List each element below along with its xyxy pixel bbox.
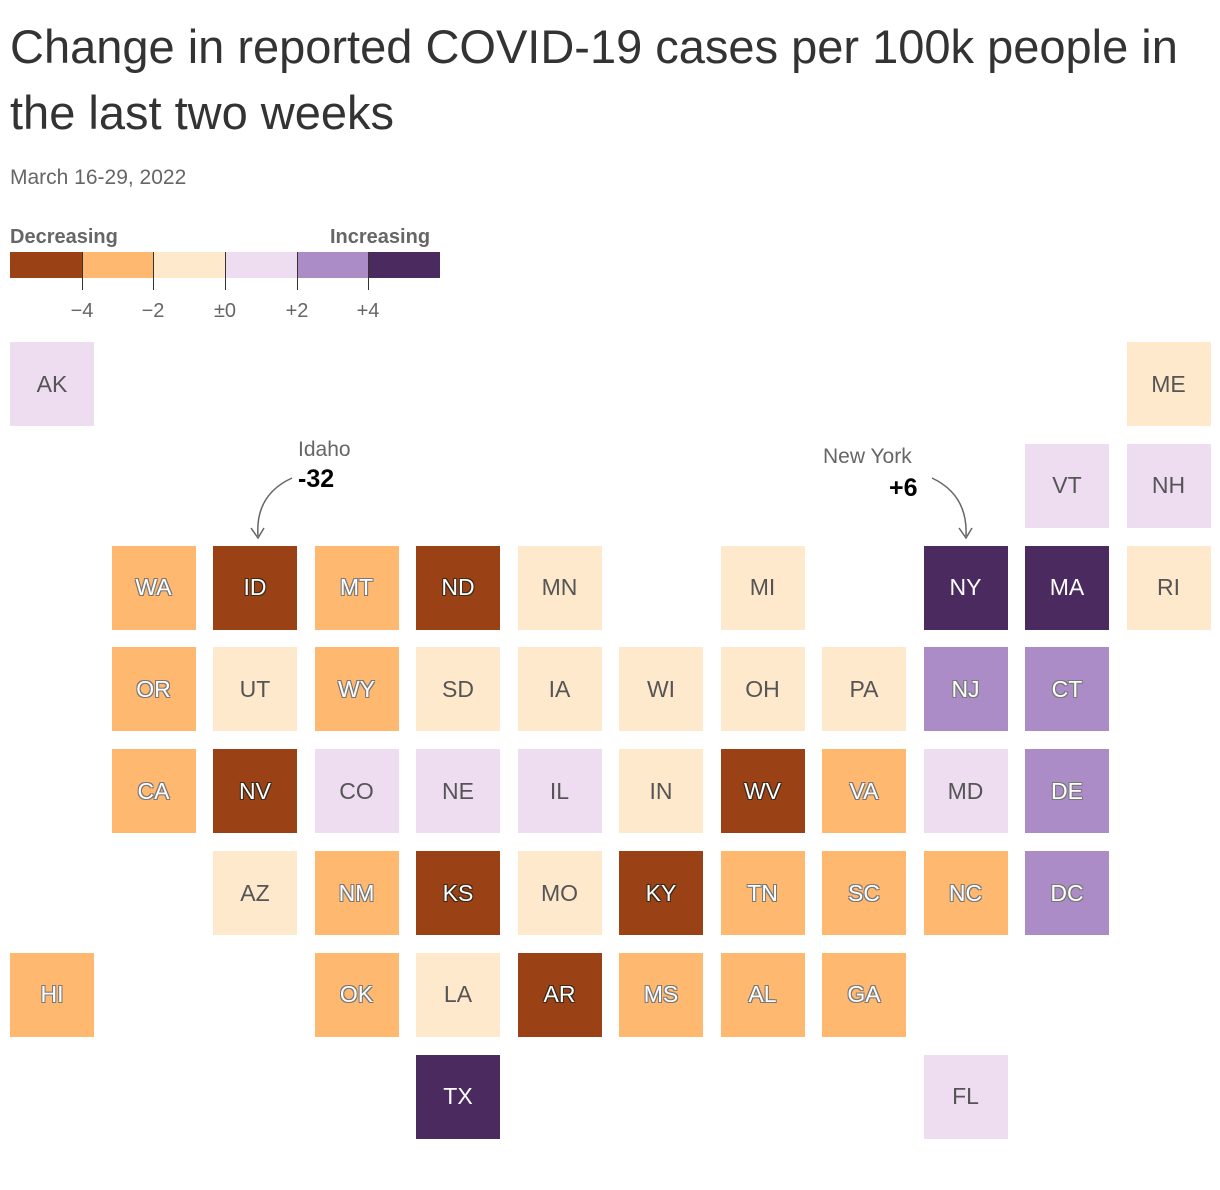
legend-swatch-0: [10, 252, 82, 278]
state-tile-va[interactable]: VA: [822, 749, 906, 834]
newyork-arrow: [931, 477, 967, 537]
state-tile-ak[interactable]: AK: [10, 342, 94, 426]
state-tile-tx[interactable]: TX: [416, 1054, 500, 1139]
state-tile-me[interactable]: ME: [1126, 342, 1211, 426]
legend-tick-mark: [297, 252, 298, 290]
legend-tick-mark: [153, 252, 154, 290]
idaho-annotation-value: -32: [298, 465, 335, 493]
state-tile-mo[interactable]: MO: [517, 851, 602, 935]
state-tile-fl[interactable]: FL: [923, 1054, 1008, 1139]
state-tile-or[interactable]: OR: [111, 647, 196, 732]
legend-swatch-2: [153, 252, 226, 278]
legend-tick-mark: [368, 252, 369, 290]
newyork-annotation-name: New York: [823, 445, 912, 468]
state-tile-nv[interactable]: NV: [213, 749, 297, 834]
idaho-annotation-name: Idaho: [298, 438, 351, 461]
state-tile-ga[interactable]: GA: [822, 952, 906, 1037]
state-tile-in[interactable]: IN: [619, 749, 703, 834]
state-tile-mi[interactable]: MI: [720, 545, 805, 630]
state-tile-hi[interactable]: HI: [10, 952, 94, 1037]
state-tile-vt[interactable]: VT: [1025, 443, 1109, 528]
state-tile-co[interactable]: CO: [314, 749, 399, 834]
state-tile-wy[interactable]: WY: [314, 647, 399, 732]
legend-tick-mark: [82, 252, 83, 290]
state-tile-ne[interactable]: NE: [416, 749, 500, 834]
legend-tick-label: −2: [141, 300, 165, 322]
state-tile-nh[interactable]: NH: [1126, 443, 1211, 528]
state-tile-nm[interactable]: NM: [314, 851, 399, 935]
state-tile-ca[interactable]: CA: [111, 749, 196, 834]
state-tile-ri[interactable]: RI: [1126, 545, 1211, 630]
state-tile-ut[interactable]: UT: [213, 647, 297, 732]
state-tile-nd[interactable]: ND: [416, 545, 500, 630]
date-range-subtitle: March 16-29, 2022: [10, 166, 187, 189]
state-tile-ny[interactable]: NY: [923, 545, 1008, 630]
state-tile-nc[interactable]: NC: [923, 851, 1008, 935]
newyork-arrowhead: [958, 527, 973, 540]
state-tile-nj[interactable]: NJ: [923, 647, 1008, 732]
state-tile-ks[interactable]: KS: [416, 851, 500, 935]
legend-swatch-5: [368, 252, 441, 278]
state-tile-id[interactable]: ID: [213, 545, 297, 630]
state-tile-oh[interactable]: OH: [720, 647, 805, 732]
legend-swatch-4: [296, 252, 369, 278]
legend-swatch-3: [225, 252, 297, 278]
state-tile-sc[interactable]: SC: [822, 851, 906, 935]
legend-tick-label: +4: [356, 300, 380, 322]
state-tile-wv[interactable]: WV: [720, 749, 805, 834]
state-tile-sd[interactable]: SD: [416, 647, 500, 732]
state-tile-dc[interactable]: DC: [1025, 851, 1109, 935]
idaho-arrow: [257, 477, 293, 537]
state-tile-ar[interactable]: AR: [517, 952, 602, 1037]
state-tile-wa[interactable]: WA: [111, 545, 196, 630]
newyork-annotation-value: +6: [889, 474, 918, 502]
state-tile-mn[interactable]: MN: [517, 545, 602, 630]
state-tile-pa[interactable]: PA: [822, 647, 906, 732]
state-tile-la[interactable]: LA: [416, 952, 500, 1037]
state-tile-de[interactable]: DE: [1025, 749, 1109, 834]
legend-tick-label: ±0: [213, 300, 237, 322]
state-tile-ok[interactable]: OK: [314, 952, 399, 1037]
legend-tick-label: +2: [285, 300, 309, 322]
state-tile-mt[interactable]: MT: [314, 545, 399, 630]
state-tile-ct[interactable]: CT: [1025, 647, 1109, 732]
legend-swatch-1: [81, 252, 154, 278]
state-tile-wi[interactable]: WI: [619, 647, 703, 732]
state-tile-il[interactable]: IL: [517, 749, 602, 834]
legend-tick-mark: [225, 252, 226, 290]
legend-decreasing-label: Decreasing: [10, 226, 118, 248]
legend-tick-label: −4: [70, 300, 94, 322]
idaho-arrowhead: [250, 527, 265, 540]
chart-title: Change in reported COVID-19 cases per 10…: [10, 20, 1178, 139]
state-tile-md[interactable]: MD: [923, 749, 1008, 834]
state-tile-tn[interactable]: TN: [720, 851, 805, 935]
state-tile-ia[interactable]: IA: [517, 647, 602, 732]
state-tile-ms[interactable]: MS: [619, 952, 703, 1037]
color-legend-bar: [10, 252, 441, 278]
state-tile-ky[interactable]: KY: [619, 851, 703, 935]
state-tile-al[interactable]: AL: [720, 952, 805, 1037]
state-tile-ma[interactable]: MA: [1025, 545, 1109, 630]
state-tile-az[interactable]: AZ: [213, 851, 297, 935]
legend-increasing-label: Increasing: [330, 226, 431, 248]
